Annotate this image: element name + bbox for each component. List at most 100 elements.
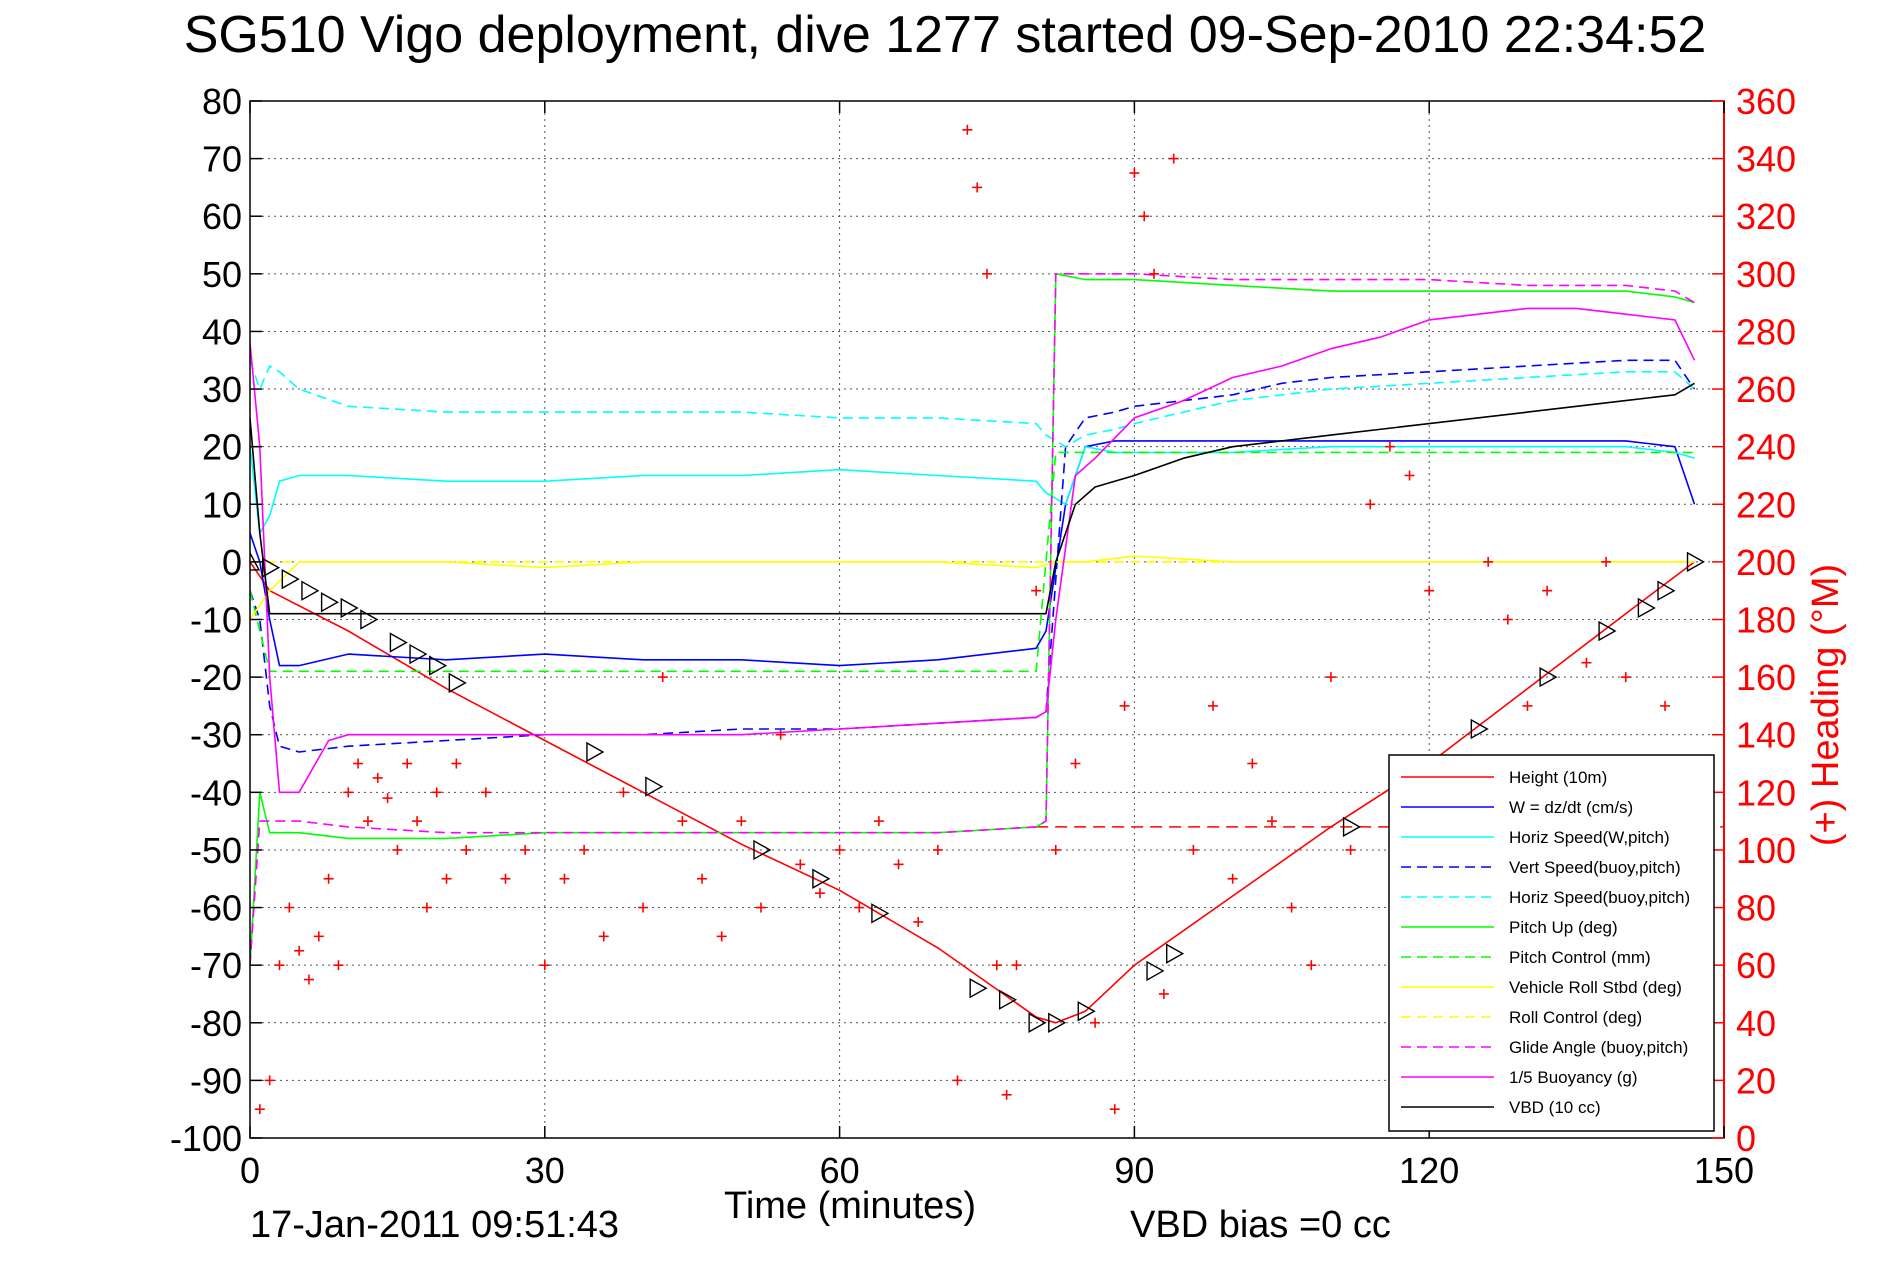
height-marker [1598,620,1617,642]
height-marker [281,568,300,590]
height-marker [998,989,1018,1010]
series-line-9 [250,272,1695,966]
y-tick-label: 80 [202,81,242,122]
legend-label: 1/5 Buoyancy (g) [1509,1068,1638,1087]
heading-point [1345,844,1356,855]
heading-point [343,787,354,798]
y-tick-label: 30 [202,369,242,410]
series-line-4 [250,360,1696,448]
heading-point [1365,499,1376,510]
legend-label: Horiz Speed(W,pitch) [1509,828,1670,847]
heading-point [372,772,383,783]
heading-point [873,816,884,827]
heading-point [1502,614,1513,625]
heading-point [1581,657,1592,668]
height-marker [261,557,281,578]
heading-point [1404,470,1415,481]
heading-point [274,960,285,971]
y-tick-label: -50 [190,830,242,871]
x-tick-label: 30 [525,1150,565,1191]
heading-point [1483,556,1494,567]
heading-point [264,1075,275,1086]
y2-tick-label: 220 [1736,484,1796,525]
y2-tick-label: 80 [1736,888,1776,929]
heading-point [795,859,806,870]
heading-point [677,816,688,827]
height-marker [429,655,448,676]
height-marker [753,839,772,861]
y-tick-label: -80 [190,1003,242,1044]
heading-point [1109,1104,1120,1115]
heading-point [1001,1089,1012,1100]
heading-point [451,758,462,769]
y2-tick-label: 180 [1736,600,1796,641]
y2-tick-label: 260 [1736,369,1796,410]
y-tick-label: -60 [190,888,242,929]
height-marker [1539,666,1558,688]
height-marker [969,978,988,999]
y2-tick-label: 200 [1736,542,1796,583]
heading-point [559,873,570,884]
heading-point [834,844,845,855]
heading-point [1208,700,1219,711]
heading-point [431,787,442,798]
height-marker [1470,718,1489,740]
y2-tick-label: 40 [1736,1003,1776,1044]
y-tick-label: -90 [190,1060,242,1101]
height-marker [409,643,428,665]
y2-tick-label: 20 [1736,1060,1776,1101]
heading-point [952,1075,963,1086]
heading-point [716,931,727,942]
heading-point [421,902,432,913]
heading-point [1139,211,1150,222]
legend-label: Glide Angle (buoy,pitch) [1509,1038,1688,1057]
y-tick-label: -100 [170,1118,242,1159]
heading-point [412,816,423,827]
height-marker [645,776,664,797]
heading-point [461,844,472,855]
series-line-1 [250,440,1696,667]
legend-label: Height (10m) [1509,768,1607,787]
x-tick-label: 0 [240,1150,260,1191]
heading-point [313,931,324,942]
heading-point [1168,153,1179,164]
heading-point [1227,873,1238,884]
y-tick-label: 20 [202,427,242,468]
y2-tick-label: 320 [1736,196,1796,237]
x-tick-label: 120 [1399,1150,1459,1191]
heading-point [1090,1017,1101,1028]
x-tick-label: 60 [820,1150,860,1191]
heading-point [972,182,983,193]
x-axis-label: Time (minutes) [724,1185,976,1227]
heading-point [1011,960,1022,971]
heading-point [1601,556,1612,567]
y2-tick-label: 120 [1736,772,1796,813]
legend-label: Horiz Speed(buoy,pitch) [1509,888,1690,907]
series-line-11 [250,382,1695,615]
y2-tick-label: 360 [1736,81,1796,122]
heading-point [991,960,1002,971]
height-marker [1028,1012,1047,1033]
y2-tick-label: 140 [1736,715,1796,756]
heading-point [638,902,649,913]
footer-timestamp: 17-Jan-2011 09:51:43 [250,1204,619,1246]
legend-label: Roll Control (deg) [1509,1008,1642,1027]
y-tick-label: 50 [202,254,242,295]
legend-label: Pitch Control (mm) [1509,948,1651,967]
heading-point [539,960,550,971]
plot-area: 0 30 60 90 120 150-100-90-80-70-60-50-40-30-2… [170,81,1796,1191]
x-tick-label: 150 [1694,1150,1754,1191]
height-marker [1048,1012,1067,1033]
heading-point [1149,268,1160,279]
height-marker [812,868,831,889]
height-marker [448,672,467,694]
heading-point [353,758,364,769]
height-marker [360,609,379,630]
series-line-6 [250,451,1695,673]
heading-point [982,268,992,279]
y-tick-label: -70 [190,945,242,986]
heading-point [1384,441,1395,452]
heading-point [254,1104,265,1115]
legend-label: W = dz/dt (cm/s) [1509,798,1633,817]
